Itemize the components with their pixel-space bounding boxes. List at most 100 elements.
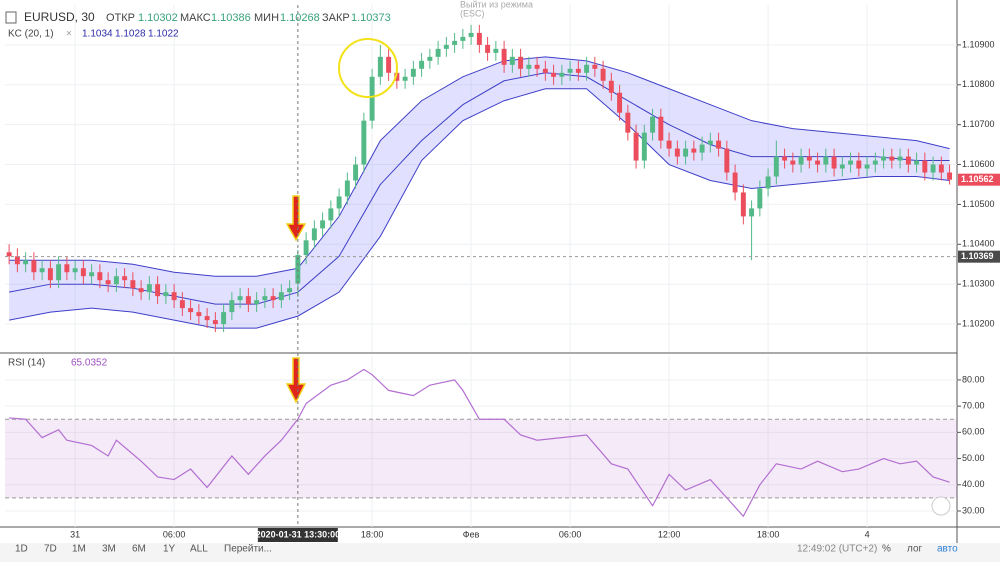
range-button[interactable]: 7D (44, 544, 57, 555)
candle-body (749, 208, 755, 217)
candle-body (254, 300, 260, 305)
kc-value: 1.1022 (148, 29, 179, 40)
candle-body (881, 156, 887, 161)
candle-body (889, 156, 895, 161)
x-tick-label: Фев (463, 529, 480, 539)
candle-body (377, 56, 383, 77)
candle-body (47, 268, 53, 281)
indicator-label: RSI (14) (8, 358, 45, 369)
log-button[interactable]: лог (907, 544, 923, 555)
candle-body (864, 164, 870, 169)
last-price-tag (958, 173, 1000, 186)
y-tick-label: 1.10600 (962, 159, 995, 169)
toolbar (0, 543, 1000, 562)
candle-body (509, 56, 515, 65)
candle-body (938, 164, 944, 173)
candle-body (625, 112, 631, 133)
ohlc-label: МАКС (180, 12, 211, 24)
ohlc-label: ЗАКР (322, 12, 350, 24)
range-button[interactable]: 3M (102, 544, 116, 555)
x-tick-label: 06:00 (559, 529, 582, 539)
candle-body (320, 220, 326, 229)
x-tick-label: 18:00 (757, 529, 780, 539)
candle-body (592, 64, 598, 69)
candle-body (914, 160, 920, 165)
y-tick-label: 1.10700 (962, 119, 995, 129)
candle-body (435, 48, 441, 57)
range-button[interactable]: 1Y (163, 544, 176, 555)
candle-body (650, 116, 656, 133)
ohlc-value: 1.10268 (280, 12, 320, 24)
scroll-button[interactable] (931, 496, 951, 516)
percent-button[interactable]: % (882, 544, 891, 555)
candle-body (782, 156, 788, 161)
candle-body (798, 156, 804, 165)
candle-body (476, 32, 482, 45)
y-tick-label: 1.10400 (962, 239, 995, 249)
candle-body (386, 56, 392, 73)
y-tick-label: 80.00 (962, 374, 985, 384)
range-button[interactable]: 1M (72, 544, 86, 555)
range-button[interactable]: ALL (190, 544, 208, 555)
band-fill (5, 419, 957, 498)
y-tick-label: 1.10800 (962, 79, 995, 89)
candle-body (443, 44, 449, 49)
kc-value: 1.1028 (115, 29, 146, 40)
range-button[interactable]: 1D (15, 544, 28, 555)
y-tick-label: 70.00 (962, 401, 985, 411)
candle-body (188, 308, 194, 313)
y-tick-label: 30.00 (962, 505, 985, 515)
candle-body (947, 172, 953, 180)
close-icon[interactable]: × (66, 29, 72, 40)
candle-body (452, 40, 458, 45)
candle-body (567, 68, 573, 73)
rsi-value: 65.0352 (71, 358, 108, 369)
candle-body (196, 312, 202, 317)
rsi-line (9, 368, 950, 518)
ohlc-value: 1.10386 (211, 12, 251, 24)
candle-body (146, 284, 152, 293)
goto-button[interactable]: Перейти... (224, 544, 272, 555)
hint: Выйти из режима (460, 0, 533, 9)
candle-body (575, 68, 581, 73)
x-tick-label: 31 (70, 529, 80, 539)
candle-body (303, 240, 309, 256)
crosshair-y-tag (958, 250, 1000, 263)
arrow (285, 195, 307, 242)
y-tick-label: 40.00 (962, 479, 985, 489)
candle-body (163, 292, 169, 297)
candle-body (113, 276, 119, 285)
ohlc-value: 1.10373 (351, 12, 391, 24)
candle-body (468, 32, 474, 37)
candle-body (493, 48, 499, 53)
x-tick-label: 06:00 (163, 529, 186, 539)
candle-body (402, 76, 408, 81)
marks (5, 24, 957, 518)
candle-body (823, 156, 829, 165)
candle-body (485, 44, 491, 53)
range-button[interactable]: 6M (132, 544, 146, 555)
auto-button[interactable]: авто (937, 544, 958, 555)
ohlc-value: 1.10302 (138, 12, 178, 24)
candle-body (732, 172, 738, 193)
candle-body (221, 312, 227, 325)
candle-body (831, 156, 837, 169)
candle-body (23, 260, 29, 265)
ohlc-label: МИН (254, 12, 279, 24)
candle-body (716, 140, 722, 149)
price-axis (957, 0, 1000, 543)
candle-body (897, 156, 903, 161)
candle-body (633, 132, 639, 161)
candle-body (105, 280, 111, 285)
candle-body (740, 192, 746, 217)
y-tick-label: 50.00 (962, 453, 985, 463)
candle-body (542, 68, 548, 73)
channel-line (9, 88, 950, 329)
candle-body (815, 160, 821, 165)
candle-body (922, 160, 928, 173)
y-tick-label: 1.10500 (962, 199, 995, 209)
candle-body (773, 156, 779, 177)
highlight-circle (338, 38, 398, 98)
